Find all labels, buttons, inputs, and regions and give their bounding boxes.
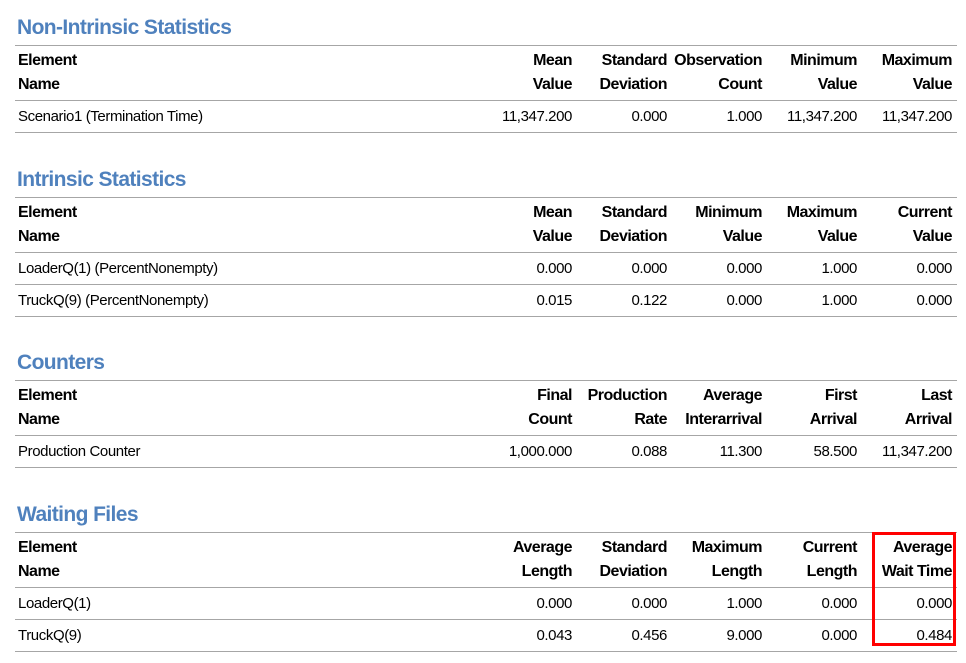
value-cell: 0.000 xyxy=(916,595,952,612)
value-cell: 0.000 xyxy=(536,260,572,277)
column-header: Standard Deviation xyxy=(599,52,667,93)
non-intrinsic-table: Element Name Mean Value Standard Deviation … xyxy=(15,45,957,133)
non-intrinsic-statistics-section: Non-Intrinsic Statistics Element Name Mea… xyxy=(15,14,957,133)
column-header: Observation Count xyxy=(674,52,762,93)
element-name-cell: Production Counter xyxy=(18,443,141,460)
value-cell: 0.015 xyxy=(536,292,572,309)
column-header: Maximum Length xyxy=(691,539,763,580)
column-header: Element Name xyxy=(18,204,77,245)
value-cell: 0.000 xyxy=(821,595,857,612)
value-cell: 11,347.200 xyxy=(882,108,952,125)
counters-table: Element Name Final Count Production Rate Av… xyxy=(15,380,957,468)
section-title: Intrinsic Statistics xyxy=(17,168,186,191)
column-header: Mean Value xyxy=(532,204,573,245)
value-cell: 0.456 xyxy=(631,627,667,644)
value-cell: 0.122 xyxy=(631,292,667,309)
value-cell: 0.000 xyxy=(726,260,762,277)
intrinsic-table: Element Name Mean Value Standard Deviation … xyxy=(15,197,957,317)
column-header: Standard Deviation xyxy=(599,204,667,245)
element-name-cell: Scenario1 (Termination Time) xyxy=(18,108,203,125)
column-header: Element Name xyxy=(18,52,77,93)
column-header: Current Value xyxy=(897,204,953,245)
column-header: Average Wait Time xyxy=(881,539,953,580)
value-cell: 0.000 xyxy=(631,595,667,612)
column-header: Minimum Value xyxy=(790,52,857,93)
section-title: Non-Intrinsic Statistics xyxy=(17,16,232,39)
section-title: Counters xyxy=(17,351,105,374)
value-cell: 0.000 xyxy=(916,260,952,277)
table-row: TruckQ(9) (PercentNonempty) 0.015 0.122 … xyxy=(15,285,957,317)
value-cell: 0.088 xyxy=(631,443,667,460)
value-cell: 11,347.200 xyxy=(787,108,857,125)
value-cell: 0.000 xyxy=(631,260,667,277)
element-name-cell: TruckQ(9) (PercentNonempty) xyxy=(18,292,209,309)
value-cell: 1.000 xyxy=(726,108,762,125)
column-header: Standard Deviation xyxy=(599,539,667,580)
value-cell: 1,000.000 xyxy=(508,443,573,460)
table-header-row: Element Name Mean Value Standard Deviation … xyxy=(15,46,957,101)
column-header: Current Length xyxy=(802,539,858,580)
value-cell: 1.000 xyxy=(821,260,857,277)
counters-section: Counters Element Name Final Count Producti… xyxy=(15,349,957,468)
value-cell: 0.000 xyxy=(726,292,762,309)
section-title: Waiting Files xyxy=(17,503,139,526)
value-cell: 0.484 xyxy=(916,627,952,644)
table-row: Production Counter 1,000.000 0.088 11.30… xyxy=(15,436,957,468)
value-cell: 1.000 xyxy=(821,292,857,309)
column-header: Maximum Value xyxy=(786,204,858,245)
value-cell: 0.000 xyxy=(631,108,667,125)
value-cell: 58.500 xyxy=(813,443,858,460)
column-header: Average Interarrival xyxy=(685,387,762,428)
value-cell: 9.000 xyxy=(726,627,762,644)
table-row: TruckQ(9) 0.043 0.456 9.000 0.000 0.484 xyxy=(15,620,957,652)
waiting-files-section: Waiting Files Element Name Average Length … xyxy=(15,501,957,653)
column-header: Average Length xyxy=(512,539,573,580)
table-header-row: Element Name Average Length Standard Deviat… xyxy=(15,533,957,588)
value-cell: 0.000 xyxy=(821,627,857,644)
column-header: Element Name xyxy=(18,539,77,580)
value-cell: 11,347.200 xyxy=(502,108,572,125)
value-cell: 0.000 xyxy=(916,292,952,309)
column-header: First Arrival xyxy=(809,387,858,428)
table-header-row: Element Name Mean Value Standard Deviation … xyxy=(15,198,957,253)
intrinsic-statistics-section: Intrinsic Statistics Element Name Mean Val… xyxy=(15,166,957,318)
column-header: Maximum Value xyxy=(881,52,953,93)
column-header: Element Name xyxy=(18,387,77,428)
value-cell: 0.000 xyxy=(536,595,572,612)
element-name-cell: LoaderQ(1) xyxy=(18,595,91,612)
column-header: Production Rate xyxy=(587,387,668,428)
value-cell: 1.000 xyxy=(726,595,762,612)
column-header: Mean Value xyxy=(532,52,573,93)
value-cell: 11.300 xyxy=(719,443,763,460)
column-header: Minimum Value xyxy=(695,204,762,245)
table-row: LoaderQ(1) (PercentNonempty) 0.000 0.000… xyxy=(15,253,957,285)
element-name-cell: LoaderQ(1) (PercentNonempty) xyxy=(18,260,218,277)
table-header-row: Element Name Final Count Production Rate Av… xyxy=(15,381,957,436)
value-cell: 0.043 xyxy=(536,627,572,644)
waiting-files-table: Element Name Average Length Standard Deviat… xyxy=(15,532,957,652)
column-header: Last Arrival xyxy=(904,387,953,428)
table-row: LoaderQ(1) 0.000 0.000 1.000 0.000 0.000 xyxy=(15,588,957,620)
element-name-cell: TruckQ(9) xyxy=(18,627,82,644)
value-cell: 11,347.200 xyxy=(882,443,952,460)
table-row: Scenario1 (Termination Time) 11,347.200 … xyxy=(15,101,957,133)
column-header: Final Count xyxy=(528,387,572,428)
